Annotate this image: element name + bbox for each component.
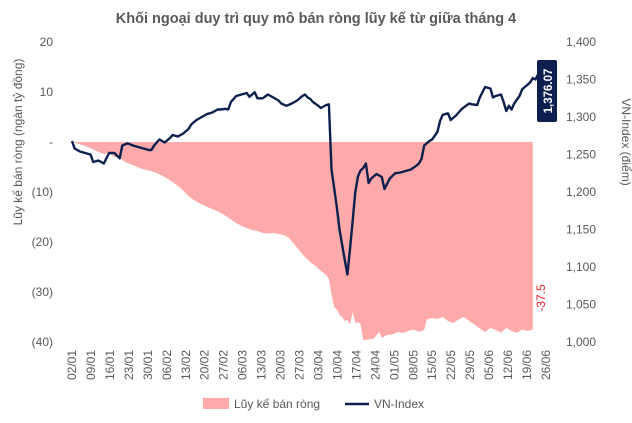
left-tick-label: 10 — [40, 85, 54, 99]
legend-swatch-net-sell — [203, 398, 229, 409]
x-tick-label: 24/04 — [368, 350, 382, 380]
x-tick-label: 02/01 — [65, 350, 79, 380]
left-tick-label: - — [49, 135, 53, 149]
x-axis: 02/01 09/01 16/01 23/01 30/01 06/02 13/02 20/02… — [65, 350, 553, 380]
x-tick-label: 22/05 — [444, 350, 458, 380]
right-tick-label: 1,400 — [566, 35, 596, 49]
chart-title: Khối ngoại duy trì quy mô bán ròng lũy k… — [116, 11, 516, 27]
x-tick-label: 27/03 — [293, 350, 307, 380]
x-tick-label: 20/03 — [274, 350, 288, 380]
right-tick-label: 1,300 — [566, 110, 596, 124]
x-tick-label: 16/01 — [103, 350, 117, 380]
x-tick-label: 13/02 — [179, 350, 193, 380]
x-tick-label: 30/01 — [141, 350, 155, 380]
x-tick-label: 13/03 — [255, 350, 269, 380]
x-tick-label: 09/01 — [84, 350, 98, 380]
net-sell-area — [72, 142, 533, 340]
x-tick-label: 06/02 — [160, 350, 174, 380]
left-axis-title: Lũy kế bán ròng (ngàn tỷ đồng) — [11, 59, 25, 226]
x-tick-label: 12/06 — [501, 350, 515, 380]
x-tick-label: 23/01 — [122, 350, 136, 380]
right-tick-label: 1,000 — [566, 335, 596, 349]
right-tick-label: 1,250 — [566, 148, 596, 162]
left-axis: 20 10 - (10) (20) (30) (40) — [32, 35, 54, 349]
x-tick-label: 10/04 — [330, 350, 344, 380]
x-tick-label: 27/02 — [217, 350, 231, 380]
legend-label-net-sell: Lũy kế bán ròng — [234, 397, 320, 411]
left-tick-label: (20) — [32, 235, 53, 249]
net-sell-last-value: -37.5 — [534, 284, 548, 312]
legend: Lũy kế bán ròng VN-Index — [203, 397, 424, 411]
right-axis: 1,400 1,350 1,300 1,250 1,200 1,150 1,100 1,050… — [566, 35, 596, 349]
left-tick-label: 20 — [40, 35, 54, 49]
right-tick-label: 1,100 — [566, 260, 596, 274]
x-tick-label: 15/05 — [425, 350, 439, 380]
x-tick-label: 01/05 — [387, 350, 401, 380]
left-tick-label: (30) — [32, 285, 53, 299]
right-axis-title: VN-Index (điểm) — [619, 98, 632, 185]
x-tick-label: 17/04 — [349, 350, 363, 380]
x-tick-label: 06/03 — [236, 350, 250, 380]
x-tick-label: 08/05 — [406, 350, 420, 380]
vnindex-line — [70, 59, 548, 276]
vnindex-last-value: 1,376.07 — [543, 69, 555, 114]
right-tick-label: 1,350 — [566, 73, 596, 87]
left-tick-label: (10) — [32, 185, 53, 199]
x-tick-label: 19/06 — [520, 350, 534, 380]
vnindex-last-label: 1,376.07 — [537, 60, 557, 122]
x-tick-label: 20/02 — [198, 350, 212, 380]
x-tick-label: 26/06 — [539, 350, 553, 380]
x-tick-label: 03/04 — [311, 350, 325, 380]
right-tick-label: 1,200 — [566, 185, 596, 199]
x-tick-label: 05/06 — [482, 350, 496, 380]
right-tick-label: 1,050 — [566, 298, 596, 312]
x-tick-label: 29/05 — [463, 350, 477, 380]
vnindex-last-label-bg — [537, 60, 557, 122]
right-tick-label: 1,150 — [566, 223, 596, 237]
legend-label-vnindex: VN-Index — [374, 397, 424, 411]
left-tick-label: (40) — [32, 335, 53, 349]
